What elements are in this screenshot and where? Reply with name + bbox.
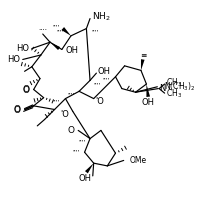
Text: HO: HO xyxy=(16,44,29,53)
Text: ≡: ≡ xyxy=(140,51,147,60)
Text: CH$_3$: CH$_3$ xyxy=(166,88,183,100)
Polygon shape xyxy=(61,27,71,36)
Text: N: N xyxy=(159,84,165,93)
Text: OH: OH xyxy=(65,46,78,55)
Text: O: O xyxy=(14,106,21,115)
Text: '''': '''' xyxy=(103,78,110,83)
Text: 'O: 'O xyxy=(96,97,104,106)
Polygon shape xyxy=(85,163,94,173)
Polygon shape xyxy=(50,42,60,50)
Text: HO: HO xyxy=(7,55,20,64)
Text: ····: ···· xyxy=(38,27,47,33)
Text: OH: OH xyxy=(142,98,155,107)
Text: OH: OH xyxy=(78,174,91,183)
Text: '''': '''' xyxy=(53,24,60,29)
Text: N(CH$_3$)$_2$: N(CH$_3$)$_2$ xyxy=(164,80,195,93)
Text: '''': '''' xyxy=(94,82,101,87)
Text: O: O xyxy=(68,126,75,135)
Text: O: O xyxy=(14,105,21,114)
Text: '''': '''' xyxy=(72,150,80,155)
Polygon shape xyxy=(146,84,150,97)
Text: CH$_3$: CH$_3$ xyxy=(165,77,182,89)
Text: '''': '''' xyxy=(67,92,75,98)
Polygon shape xyxy=(141,59,145,70)
Text: '''': '''' xyxy=(91,30,98,35)
Text: O: O xyxy=(22,85,29,94)
Text: '''': '''' xyxy=(56,30,64,35)
Text: '''': '''' xyxy=(53,100,60,105)
Text: '''': '''' xyxy=(78,140,85,145)
Text: NH$_2$: NH$_2$ xyxy=(92,10,111,23)
Text: O: O xyxy=(22,86,29,95)
Text: 'O: 'O xyxy=(60,110,69,119)
Text: OH: OH xyxy=(97,67,110,76)
Text: OMe: OMe xyxy=(130,156,147,165)
